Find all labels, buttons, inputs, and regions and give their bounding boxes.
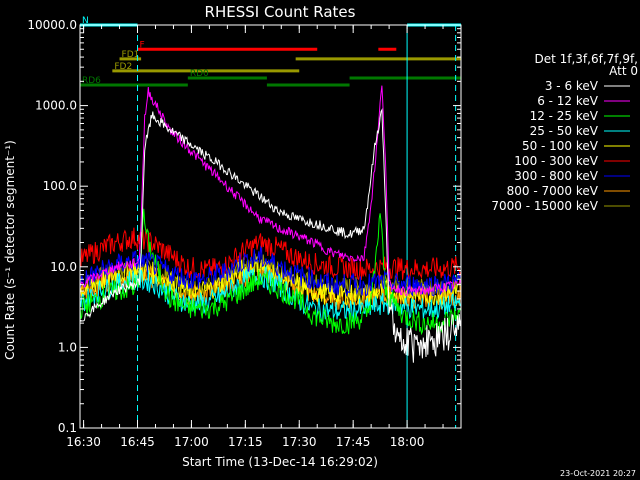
legend-label: 300 - 800 keV [514,169,598,183]
series-line-12-25-kev [79,208,462,336]
footer-date: 23-Oct-2021 20:27 [560,469,636,478]
state-bar-label: RD0 [190,69,209,79]
x-tick-label: 17:45 [336,435,371,449]
legend-label: 7000 - 15000 keV [491,199,598,213]
x-tick-label: 16:30 [66,435,101,449]
state-bar-label: RD6 [82,76,101,86]
x-tick-label: 17:15 [228,435,263,449]
y-tick-label: 10000.0 [27,18,77,32]
legend-label: 25 - 50 keV [530,124,599,138]
y-axis-label: Count Rate (s⁻¹ detector segment⁻¹) [3,140,17,360]
legend-label: 12 - 25 keV [530,109,599,123]
legend-label: 50 - 100 keV [522,139,599,153]
x-tick-label: 16:45 [120,435,155,449]
chart-title: RHESSI Count Rates [205,3,356,21]
legend-label: 100 - 300 keV [514,154,598,168]
plot-frame [79,24,462,429]
legend-label: 800 - 7000 keV [507,184,599,198]
y-tick-label: 10.0 [50,260,77,274]
y-tick-label: 0.1 [58,421,77,435]
series-line-3-6-kev [79,108,462,363]
state-bar-label: FD2 [114,62,132,72]
x-tick-label: 17:30 [282,435,317,449]
series-line-300-800-kev [79,245,462,298]
x-tick-label: 18:00 [390,435,425,449]
x-tick-label: 17:00 [174,435,209,449]
legend-label: 3 - 6 keV [545,79,599,93]
legend-label: 6 - 12 keV [537,94,599,108]
state-bar-label: F [140,40,145,50]
state-bar-label: FD1 [122,50,140,60]
y-tick-label: 1.0 [58,340,77,354]
y-tick-label: 100.0 [43,179,77,193]
series-line-100-300-kev [79,227,462,281]
legend-title: Att 0 [609,64,638,78]
state-bar-label: N [82,16,89,26]
x-axis-label: Start Time (13-Dec-14 16:29:02) [182,455,378,469]
y-tick-label: 1000.0 [35,99,77,113]
series-line-6-12-kev [79,85,462,297]
axes-group: 16:30 16:45 17:00 17:15 17:30 17:45 18:00 0.1 1.… [27,18,462,449]
series-group [79,85,462,363]
legend-title: Det 1f,3f,6f,7f,9f, [534,52,638,66]
